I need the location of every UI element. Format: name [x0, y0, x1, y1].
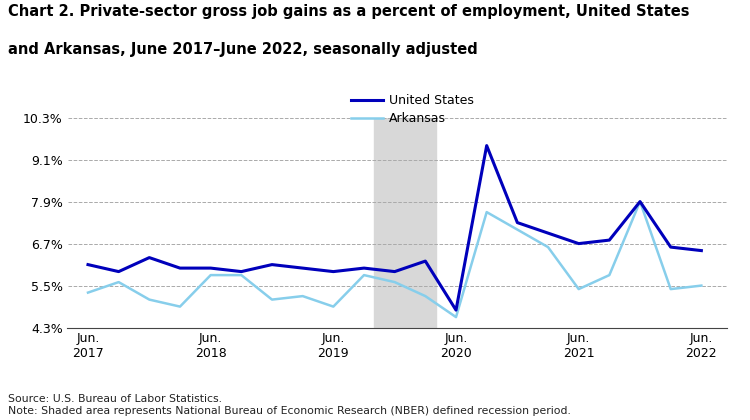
Arkansas	[666, 286, 675, 291]
United States	[83, 262, 92, 267]
Legend: United States, Arkansas: United States, Arkansas	[351, 94, 474, 126]
Arkansas	[513, 227, 522, 232]
Arkansas	[421, 294, 430, 299]
United States	[635, 199, 644, 204]
Arkansas	[83, 290, 92, 295]
Arkansas	[328, 304, 338, 309]
United States	[574, 241, 584, 246]
United States	[328, 269, 338, 274]
United States	[298, 265, 307, 270]
Arkansas	[298, 294, 307, 299]
Arkansas	[482, 210, 491, 215]
Arkansas	[604, 273, 613, 278]
Arkansas	[176, 304, 184, 309]
Arkansas	[574, 286, 584, 291]
Arkansas	[544, 244, 553, 249]
Arkansas	[237, 273, 246, 278]
Arkansas	[206, 273, 215, 278]
Arkansas	[359, 273, 368, 278]
Arkansas	[268, 297, 277, 302]
United States	[421, 259, 430, 264]
United States	[237, 269, 246, 274]
United States	[452, 307, 460, 312]
United States	[176, 265, 184, 270]
United States	[697, 248, 706, 253]
United States	[513, 220, 522, 225]
United States	[482, 143, 491, 148]
Arkansas	[390, 280, 399, 285]
United States	[666, 244, 675, 249]
United States	[206, 265, 215, 270]
United States	[390, 269, 399, 274]
Arkansas	[452, 315, 460, 320]
United States	[114, 269, 123, 274]
Text: Source: U.S. Bureau of Labor Statistics.
Note: Shaded area represents National B: Source: U.S. Bureau of Labor Statistics.…	[8, 394, 570, 416]
United States	[268, 262, 277, 267]
United States	[604, 238, 613, 243]
Arkansas	[635, 199, 644, 204]
Arkansas	[145, 297, 154, 302]
Line: United States: United States	[88, 146, 701, 310]
Text: and Arkansas, June 2017–June 2022, seasonally adjusted: and Arkansas, June 2017–June 2022, seaso…	[8, 42, 477, 57]
United States	[145, 255, 154, 260]
United States	[359, 265, 368, 270]
Bar	[374, 118, 436, 328]
United States	[544, 231, 553, 236]
Line: Arkansas: Arkansas	[88, 202, 701, 317]
Arkansas	[697, 283, 706, 288]
Text: Chart 2. Private-sector gross job gains as a percent of employment, United State: Chart 2. Private-sector gross job gains …	[8, 4, 689, 19]
Arkansas	[114, 280, 123, 285]
